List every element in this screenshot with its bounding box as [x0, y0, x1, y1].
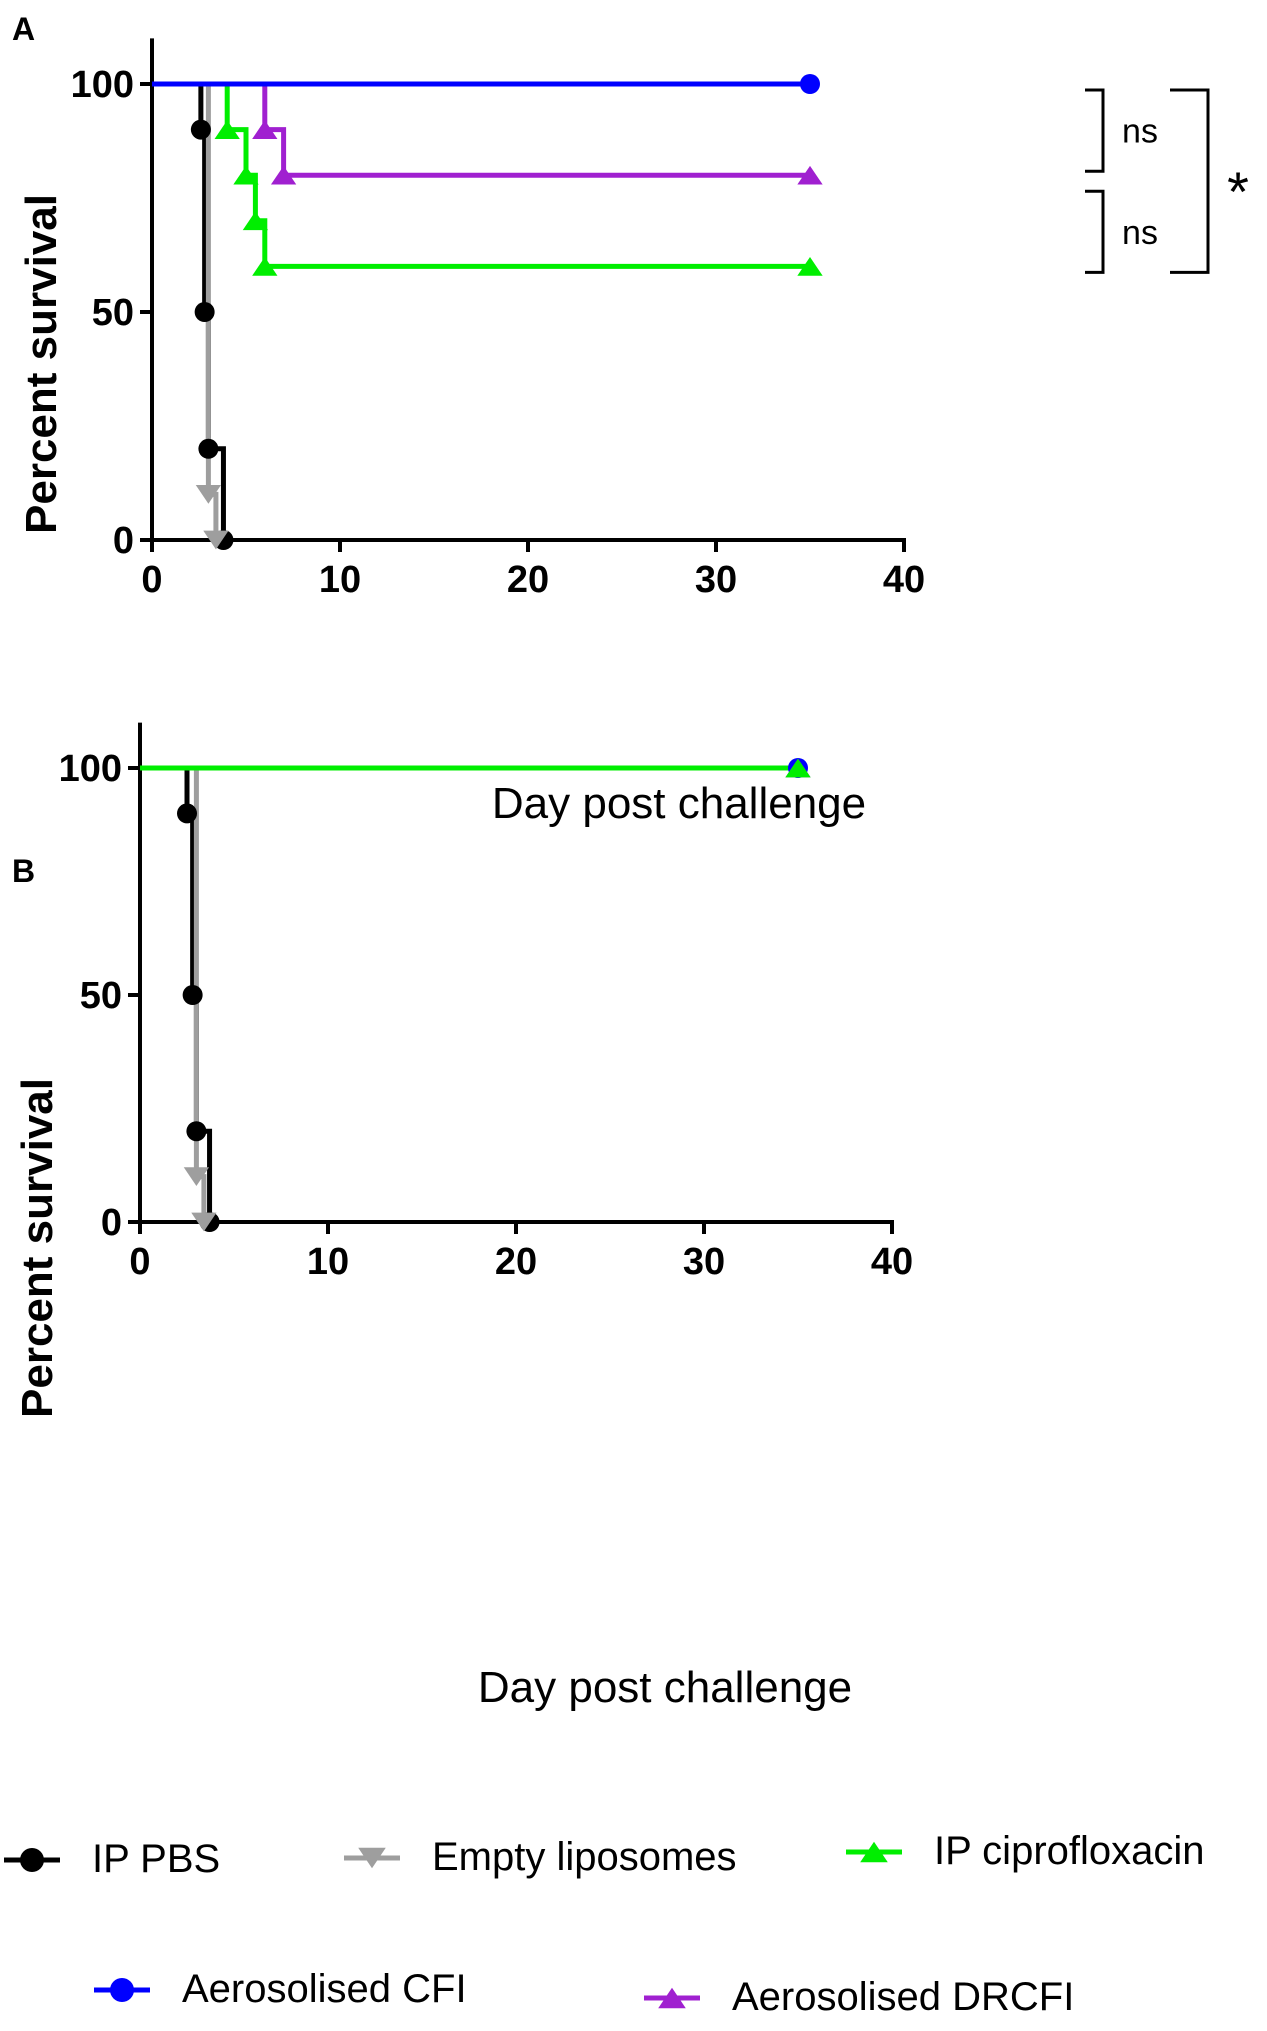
legend-marker — [358, 1847, 386, 1869]
y-axis-label: Percent survival — [17, 194, 66, 534]
y-tick-label: 100 — [71, 64, 134, 106]
legend-item-ip-ciprofloxacin: IP ciprofloxacin — [846, 1829, 1205, 1873]
y-tick-label: 100 — [59, 748, 122, 790]
markers-aerosolised-drcfi — [252, 120, 823, 185]
legend-swatch — [846, 1841, 902, 1863]
axes: 0 10 20 30 40 0 50 100 — [71, 38, 925, 601]
x-axis-label: Day post challenge — [478, 1663, 852, 1712]
y-tick-label: 0 — [101, 1202, 122, 1244]
y-tick-label: 50 — [80, 975, 122, 1017]
y-axis-label: Percent survival — [13, 1078, 62, 1418]
legend-marker — [20, 1848, 44, 1872]
legend-item-aerosolised-cfi: Aerosolised CFI — [94, 1967, 467, 2011]
panel-b: B 0 10 20 30 40 0 50 100 Day post challenge Per… — [12, 722, 913, 1712]
legend-swatch — [4, 1848, 60, 1872]
x-tick-label: 20 — [507, 559, 549, 601]
data-point — [186, 1121, 207, 1142]
legend-label: IP PBS — [92, 1837, 220, 1881]
markers-ip-pbs — [190, 119, 234, 550]
x-tick-label: 10 — [307, 1241, 349, 1283]
x-tick-label: 30 — [695, 559, 737, 601]
legend-swatch — [644, 1987, 700, 2009]
data-point — [198, 438, 219, 459]
legend-label: Aerosolised DRCFI — [732, 1975, 1074, 2019]
data-point — [183, 1167, 210, 1186]
series-layer — [140, 758, 811, 1232]
legend-marker — [110, 1978, 134, 2002]
data-point — [797, 165, 823, 185]
legend-swatch — [94, 1978, 150, 2002]
panel-label: B — [12, 853, 35, 889]
data-point — [242, 211, 269, 231]
y-tick-label: 0 — [113, 520, 134, 562]
legend-label: Empty liposomes — [432, 1835, 737, 1879]
data-point — [177, 803, 197, 824]
markers-ip-ciprofloxacin — [785, 758, 811, 778]
x-tick-label: 20 — [495, 1241, 537, 1283]
data-point — [195, 485, 222, 504]
markers-empty-liposomes — [183, 1167, 217, 1232]
legend-item-empty-liposomes: Empty liposomes — [344, 1835, 737, 1879]
data-point — [252, 257, 278, 276]
legend-item-aerosolised-drcfi: Aerosolised DRCFI — [644, 1975, 1074, 2019]
data-point — [214, 120, 240, 139]
data-point — [785, 758, 811, 778]
data-point — [797, 257, 823, 276]
data-point — [233, 165, 259, 185]
axes: 0 10 20 30 40 0 50 100 — [59, 722, 913, 1283]
x-tick-label: 30 — [683, 1241, 725, 1283]
legend-item-ip-pbs: IP PBS — [4, 1837, 220, 1881]
x-tick-label: 40 — [871, 1241, 913, 1283]
legend-marker — [658, 1987, 686, 2009]
x-tick-label: 40 — [883, 559, 925, 601]
legend-swatch — [344, 1847, 400, 1869]
markers-aerosolised-cfi — [800, 74, 820, 94]
y-tick-label: 50 — [92, 292, 134, 334]
data-point — [800, 74, 820, 94]
significance-label: ns — [1122, 113, 1158, 151]
legend-label: Aerosolised CFI — [182, 1967, 467, 2011]
x-tick-label: 0 — [141, 559, 162, 601]
series-layer — [152, 74, 823, 550]
panel-a: A 0 10 20 30 40 0 50 100 ns ns * Day post challen… — [12, 11, 1249, 828]
x-tick-label: 10 — [319, 559, 361, 601]
data-point — [190, 119, 211, 140]
data-point — [203, 530, 229, 550]
legend-label: IP ciprofloxacin — [934, 1829, 1205, 1873]
markers-empty-liposomes — [195, 485, 229, 550]
significance-bracket — [1085, 189, 1105, 274]
x-axis-label: Day post challenge — [492, 779, 866, 828]
data-point — [182, 985, 203, 1005]
significance-label: * — [1227, 160, 1249, 223]
significance-label: ns — [1122, 214, 1158, 252]
significance-bracket — [1170, 88, 1210, 274]
panel-label: A — [12, 11, 35, 47]
data-point — [270, 165, 297, 185]
markers-ip-ciprofloxacin — [214, 120, 823, 276]
legend: IP PBS Empty liposomes IP ciprofloxacin … — [4, 1829, 1205, 2019]
significance-bracket — [1085, 88, 1105, 173]
x-tick-label: 0 — [129, 1241, 150, 1283]
data-point — [191, 1212, 217, 1232]
data-point — [194, 302, 215, 322]
significance-annotations: ns ns * — [1085, 88, 1249, 274]
data-point — [252, 120, 278, 139]
legend-marker — [860, 1841, 888, 1863]
